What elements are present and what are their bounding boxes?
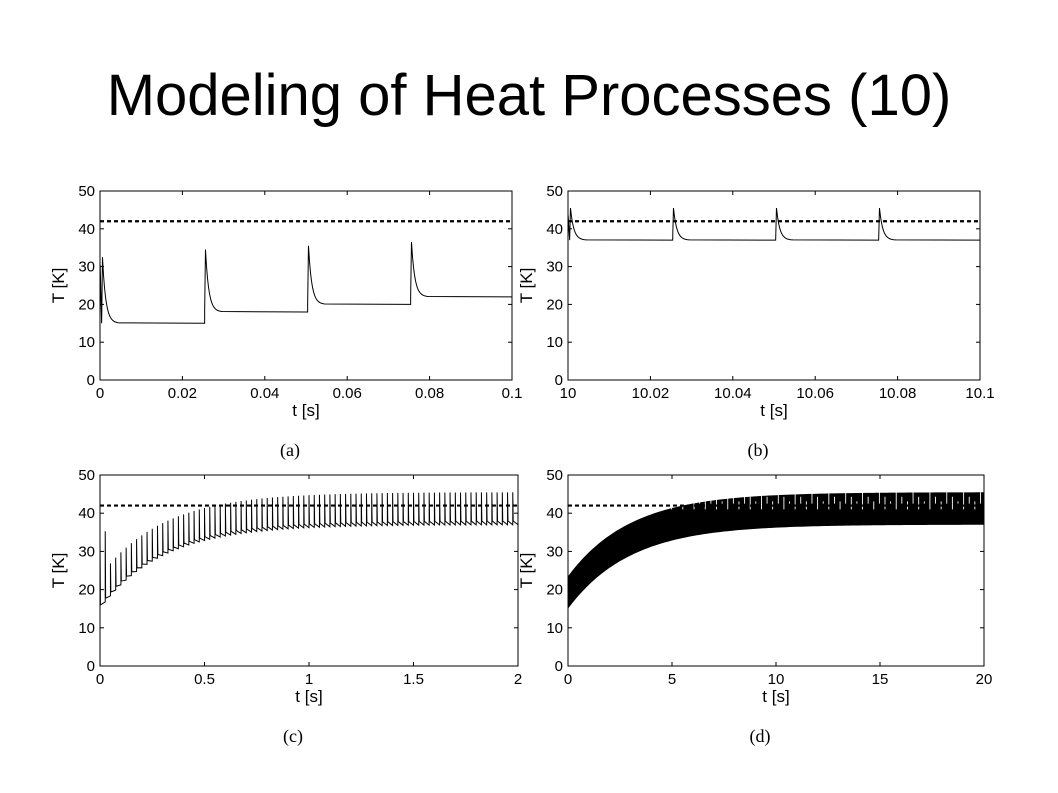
x-tick-label: 15	[872, 671, 889, 688]
y-tick-label: 40	[78, 505, 95, 522]
x-axis-label: t [s]	[760, 401, 787, 420]
x-tick-label: 1.5	[403, 671, 424, 688]
x-tick-label: 0.1	[502, 385, 523, 402]
y-tick-label: 40	[78, 221, 95, 238]
y-tick-label: 30	[78, 259, 95, 276]
panel-caption: (b)	[748, 440, 769, 461]
chart-panel-d: 0 5 10 15 20 0 10 20 30 40 50 t [s] T [K] (d)	[517, 467, 992, 747]
y-tick-label: 50	[78, 183, 95, 200]
panel-caption: (c)	[283, 726, 303, 747]
plot-frame	[567, 190, 981, 381]
y-tick-label: 40	[546, 221, 563, 238]
x-tick-label: 2	[514, 671, 522, 688]
x-tick-label: 1	[305, 671, 313, 688]
x-tick-label: 0.02	[168, 385, 197, 402]
y-tick-label: 0	[87, 372, 95, 389]
y-tick-label: 40	[546, 505, 563, 522]
y-tick-label: 10	[78, 334, 95, 351]
y-tick-label: 30	[546, 259, 563, 276]
series-line	[100, 492, 518, 609]
y-tick-label: 50	[546, 467, 563, 484]
plot-frame	[99, 190, 513, 381]
x-tick-label: 20	[976, 671, 993, 688]
x-tick-label: 10.02	[632, 385, 670, 402]
y-axis-label: T [K]	[49, 553, 68, 589]
x-tick-label: 0	[96, 385, 104, 402]
series-group	[568, 207, 980, 241]
x-tick-label: 0.04	[250, 385, 279, 402]
x-tick-label: 0	[564, 671, 572, 688]
y-tick-label: 20	[546, 296, 563, 313]
y-tick-label: 10	[546, 334, 563, 351]
series-group	[100, 241, 512, 324]
x-tick-label: 10.08	[879, 385, 917, 402]
y-tick-label: 20	[546, 582, 563, 599]
x-tick-label: 10	[560, 385, 577, 402]
page-title: Modeling of Heat Processes (10)	[106, 63, 952, 128]
series-line	[100, 241, 512, 324]
series-group	[100, 492, 518, 609]
x-axis-label: t [s]	[762, 687, 789, 706]
series-band-texture	[592, 492, 981, 510]
y-tick-label: 10	[546, 620, 563, 637]
y-tick-label: 20	[78, 296, 95, 313]
y-tick-label: 0	[555, 372, 563, 389]
y-tick-label: 0	[555, 658, 563, 675]
x-tick-label: 10.04	[714, 385, 752, 402]
y-tick-label: 50	[546, 183, 563, 200]
y-axis-label: T [K]	[517, 268, 536, 304]
y-axis-label: T [K]	[517, 553, 536, 589]
x-axis-label: t [s]	[295, 687, 322, 706]
x-tick-label: 0.06	[333, 385, 362, 402]
y-tick-label: 30	[546, 543, 563, 560]
y-tick-label: 50	[78, 467, 95, 484]
x-tick-label: 0	[96, 671, 104, 688]
x-tick-label: 10	[768, 671, 785, 688]
y-tick-label: 20	[78, 582, 95, 599]
x-tick-label: 0.08	[415, 385, 444, 402]
panel-caption: (d)	[750, 726, 771, 747]
series-group	[568, 492, 984, 609]
y-axis-label: T [K]	[49, 268, 68, 304]
y-tick-label: 0	[87, 658, 95, 675]
chart-panel-a: 0 0.02 0.04 0.06 0.08 0.1 0 10 20 30 40 50 t [s] T [K…	[49, 183, 522, 461]
y-tick-label: 30	[78, 543, 95, 560]
x-tick-label: 10.1	[965, 385, 994, 402]
y-tick-label: 10	[78, 620, 95, 637]
x-tick-label: 5	[668, 671, 676, 688]
x-tick-label: 10.06	[796, 385, 834, 402]
panel-caption: (a)	[280, 440, 300, 461]
x-tick-label: 0.5	[194, 671, 215, 688]
x-axis-label: t [s]	[292, 401, 319, 420]
series-band	[568, 492, 984, 609]
series-line	[568, 207, 980, 241]
